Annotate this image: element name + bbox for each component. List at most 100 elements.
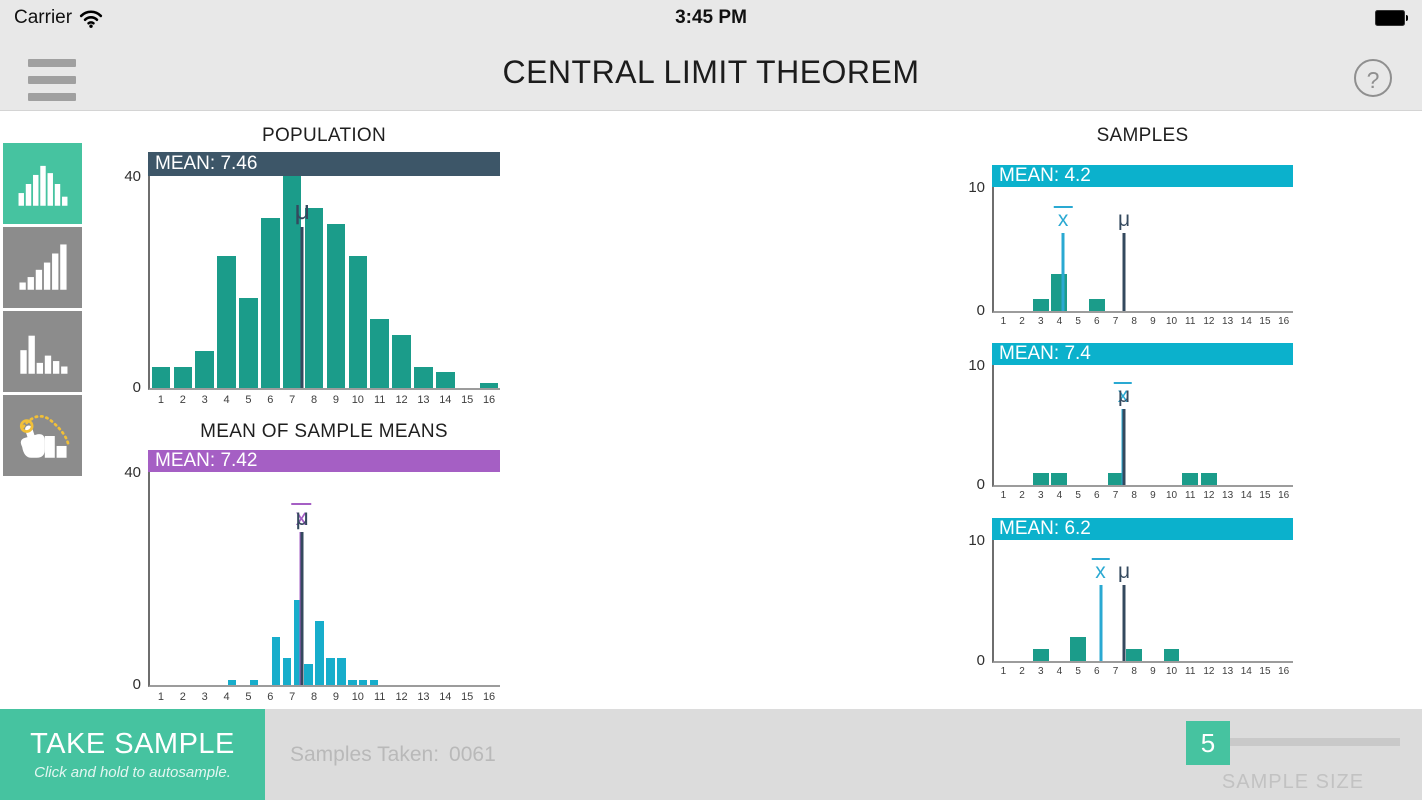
x-tick-label: 9 [1150, 316, 1156, 327]
sample-1-plot: x μ 1 2 3 4 5 6 7 8 9 10 11 12 13 14 15 16 10 0 [968, 179, 1293, 327]
x-bar-marker-label: x [1053, 205, 1073, 230]
histogram-bar [293, 599, 302, 685]
y-max-label: 40 [124, 168, 141, 185]
x-tick-label: 10 [1165, 666, 1178, 677]
take-sample-button[interactable]: TAKE SAMPLE Click and hold to autosample… [0, 709, 265, 800]
histogram-bar [359, 679, 368, 685]
sample-means-mean-badge: MEAN: 7.42 [148, 450, 500, 472]
histogram-bar [282, 658, 291, 685]
x-tick-label: 1 [157, 394, 164, 406]
sidebar-item-draw-custom-distribution[interactable] [3, 395, 82, 476]
x-tick-label: 13 [1222, 490, 1234, 501]
menu-button[interactable] [28, 59, 78, 101]
x-tick-label: 5 [1075, 490, 1081, 501]
top-header: Carrier 3:45 PM CENTRAL LIMIT THEOREM ? [0, 0, 1422, 111]
x-tick-label: 16 [482, 394, 496, 406]
sample-3-plot: x μ 1 2 3 4 5 6 7 8 9 10 11 12 13 14 15 16 10 0 [968, 532, 1293, 677]
x-tick-label: 7 [1112, 666, 1119, 677]
sample-means-plot: x μ 1 2 3 4 5 6 7 8 9 10 11 12 13 14 15 16 40 0 [124, 464, 500, 703]
histogram-bar [414, 366, 433, 388]
x-tick-label: 15 [461, 394, 474, 406]
take-sample-label: TAKE SAMPLE [30, 728, 235, 760]
x-tick-label: 8 [311, 394, 318, 406]
sidebar-item-right-skewed-distribution[interactable] [3, 227, 82, 308]
help-button[interactable]: ? [1354, 59, 1392, 97]
x-tick-label: 13 [1222, 666, 1234, 677]
samples-section-title: SAMPLES [1096, 125, 1189, 146]
population-chart-title: POPULATION [261, 125, 387, 146]
x-tick-label: 14 [439, 394, 452, 406]
histogram-bar [304, 207, 324, 388]
histogram-bar [271, 637, 280, 685]
x-tick-label: 4 [223, 394, 230, 406]
x-tick-label: 1 [1000, 666, 1007, 677]
histogram-bar [239, 297, 258, 388]
x-tick-label: 10 [1165, 316, 1178, 327]
clock: 3:45 PM [675, 7, 747, 28]
histogram-bar [337, 658, 346, 685]
y-zero-label: 0 [132, 379, 141, 396]
random-distribution-icon [19, 335, 67, 374]
x-tick-label: 5 [245, 394, 252, 406]
x-tick-label: 16 [482, 691, 496, 703]
mu-marker-line [1122, 584, 1126, 661]
draw-custom-distribution-icon [19, 414, 70, 458]
sample-size-slider-handle[interactable]: 5 [1186, 721, 1230, 765]
histogram-bar [348, 679, 357, 685]
histogram-bar [304, 663, 313, 685]
x-tick-label: 4 [1056, 316, 1063, 327]
x-bar-marker-label: x [1113, 382, 1133, 406]
x-tick-label: 11 [1185, 666, 1196, 677]
histogram-bar [436, 372, 455, 388]
sidebar-item-random-distribution[interactable] [3, 311, 82, 392]
x-bar-marker-label: x [291, 502, 312, 529]
x-tick-label: 14 [1240, 666, 1252, 677]
histogram-bar [151, 366, 171, 388]
histogram-bar [326, 658, 335, 685]
x-tick-label: 8 [1131, 666, 1137, 677]
x-tick-label: 12 [395, 691, 408, 703]
mu-marker-line [300, 226, 304, 388]
sample-3-mean-badge: MEAN: 6.2 [992, 518, 1293, 540]
histogram-bar [1032, 648, 1049, 661]
x-tick-label: 13 [417, 691, 430, 703]
x-tick-label: 3 [1037, 316, 1044, 327]
x-tick-label: 9 [332, 691, 339, 703]
x-tick-label: 9 [1150, 490, 1156, 501]
x-tick-label: 10 [351, 691, 364, 703]
x-tick-label: 14 [1240, 316, 1252, 327]
y-max-label: 40 [124, 464, 141, 481]
sample-chart-3: MEAN: 6.2 x μ 1 2 3 4 5 6 7 8 9 10 11 12 13 14 15 16 10 0 [968, 518, 1293, 677]
mu-marker-label: μ [1118, 384, 1131, 408]
histogram-bar [249, 679, 259, 685]
sample-size-slider-track[interactable] [1228, 738, 1400, 746]
histogram-bar [315, 621, 324, 685]
histogram-bar [1088, 298, 1105, 311]
y-zero-label: 0 [976, 476, 985, 493]
mu-marker-label: μ [1118, 207, 1131, 231]
histogram-bar [1032, 298, 1049, 311]
sidebar-item-normal-distribution[interactable] [3, 143, 82, 224]
x-tick-label: 11 [373, 691, 386, 703]
x-tick-label: 6 [1094, 666, 1100, 677]
x-tick-label: 4 [1056, 490, 1063, 501]
x-tick-label: 6 [267, 394, 274, 406]
histogram-bar [195, 350, 214, 388]
x-tick-label: 7 [289, 691, 296, 703]
x-tick-label: 7 [1112, 316, 1119, 327]
x-bar-marker-label: x [1091, 557, 1110, 582]
histogram-bar [173, 366, 193, 388]
footer-bar: TAKE SAMPLE Click and hold to autosample… [0, 709, 1422, 800]
x-tick-label: 11 [1185, 490, 1196, 501]
x-tick-label: 11 [1185, 316, 1196, 327]
x-tick-label: 5 [1075, 316, 1081, 327]
histogram-bar [1126, 648, 1143, 661]
histogram-bar [282, 176, 302, 388]
x-tick-label: 13 [1222, 316, 1234, 327]
autosample-hint: Click and hold to autosample. [34, 764, 231, 781]
sample-chart-1: MEAN: 4.2 x μ 1 2 3 4 5 6 7 8 9 10 11 12 13 14 15 16 10 0 [968, 165, 1293, 327]
histogram-bar [370, 679, 379, 685]
carrier-label: Carrier [14, 7, 73, 28]
